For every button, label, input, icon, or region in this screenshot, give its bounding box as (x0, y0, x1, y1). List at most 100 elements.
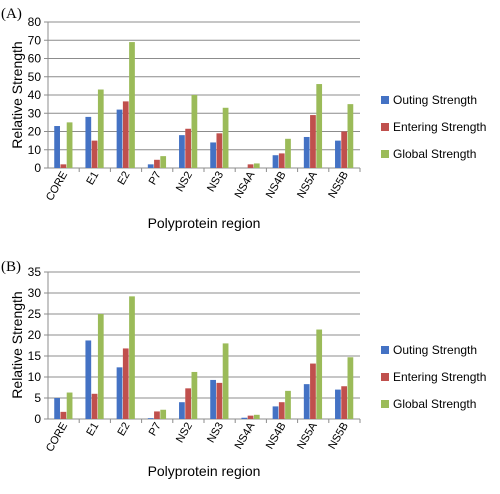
legend-label: Global Strength (393, 397, 476, 411)
bar-global-strength-ns5b (347, 104, 354, 168)
x-category-label: E2 (115, 421, 132, 439)
legend-swatch (381, 346, 389, 354)
bar-entering-strength-e1 (91, 140, 98, 168)
y-tick-label: 80 (28, 15, 42, 29)
y-tick-label: 25 (28, 307, 42, 321)
panel-label: (B) (1, 259, 21, 275)
bar-global-strength-ns5b (347, 357, 354, 419)
y-tick-label: 20 (28, 328, 42, 342)
bar-entering-strength-ns5b (341, 131, 348, 168)
bar-global-strength-ns4b (285, 390, 291, 419)
x-category-label: NS5A (295, 420, 320, 451)
bar-entering-strength-core (60, 164, 67, 168)
bar-entering-strength-ns5a (310, 115, 316, 168)
y-tick-label: 5 (34, 391, 41, 405)
y-tick-label: 20 (28, 125, 42, 139)
bar-outing-strength-p7 (147, 418, 154, 419)
y-axis-title: Relative Strength (9, 41, 25, 148)
bar-outing-strength-ns2 (179, 135, 185, 168)
legend-label: Outing Strength (393, 93, 477, 107)
y-tick-label: 40 (28, 88, 42, 102)
bar-entering-strength-ns4a (247, 164, 254, 168)
bar-entering-strength-e1 (91, 393, 98, 419)
y-tick-label: 0 (34, 412, 41, 426)
x-category-label: NS2 (174, 170, 195, 195)
bar-global-strength-ns3 (222, 107, 229, 168)
bar-entering-strength-e2 (122, 101, 129, 168)
legend-label: Global Strength (393, 147, 476, 161)
x-category-label: NS2 (174, 421, 195, 446)
bar-outing-strength-p7 (147, 164, 154, 168)
bar-outing-strength-ns4b (272, 406, 279, 419)
bar-global-strength-p7 (160, 409, 167, 419)
bar-entering-strength-ns4a (247, 415, 254, 419)
bar-entering-strength-ns2 (185, 128, 192, 168)
bar-outing-strength-core (54, 398, 60, 419)
bar-global-strength-ns2 (191, 371, 198, 419)
y-tick-label: 0 (34, 161, 41, 175)
x-category-label: P7 (147, 170, 164, 188)
y-tick-label: 10 (28, 143, 42, 157)
y-tick-label: 50 (28, 70, 42, 84)
bar-global-strength-ns2 (191, 95, 198, 168)
legend: Outing Strength Entering Strength Global S… (381, 93, 486, 161)
x-category-label: NS4A (233, 169, 258, 200)
x-category-label: E1 (84, 421, 101, 439)
bar-entering-strength-core (60, 411, 67, 419)
bar-global-strength-e2 (129, 296, 135, 419)
chart-panel-1: (B) 0 5 10 15 20 25 30 35 CORE E1 E2 P7 NS2 NS3 NS4A NS4… (1, 259, 486, 479)
bar-entering-strength-e2 (122, 348, 129, 419)
bar-outing-strength-ns3 (210, 379, 216, 419)
chart-panel-0: (A) 0 10 20 30 40 50 60 70 80 CORE E1 E2 P7 NS2 NS3 NS4A… (1, 6, 486, 231)
bar-outing-strength-ns5b (335, 140, 341, 168)
bar-outing-strength-ns2 (179, 402, 185, 419)
bar-global-strength-e1 (97, 89, 104, 168)
bar-global-strength-e2 (129, 42, 135, 169)
legend-swatch (381, 96, 389, 104)
panel-label: (A) (1, 6, 22, 22)
y-tick-label: 30 (28, 106, 42, 120)
x-category-label: NS4B (264, 170, 289, 201)
y-tick-label: 15 (28, 349, 42, 363)
y-axis-title: Relative Strength (9, 291, 25, 398)
bar-outing-strength-e1 (85, 340, 92, 419)
bar-global-strength-core (66, 122, 73, 168)
bar-outing-strength-ns3 (210, 142, 216, 168)
bar-outing-strength-ns5a (303, 136, 310, 168)
x-axis-title: Polyprotein region (148, 463, 261, 479)
bar-entering-strength-p7 (154, 159, 160, 168)
x-category-label: NS5B (326, 170, 351, 201)
bar-global-strength-ns5a (316, 84, 323, 168)
bar-global-strength-ns4a (253, 163, 260, 168)
bar-entering-strength-ns2 (185, 388, 192, 419)
bar-global-strength-ns4a (253, 414, 260, 419)
x-category-label: NS4A (233, 420, 258, 451)
x-category-label: CORE (44, 170, 70, 204)
x-category-label: CORE (44, 421, 70, 455)
bar-entering-strength-ns3 (216, 133, 223, 168)
bar-entering-strength-ns5a (310, 363, 316, 419)
bar-entering-strength-ns4b (278, 402, 285, 419)
x-category-label: E1 (84, 170, 101, 188)
x-category-label: P7 (147, 421, 164, 439)
legend-label: Outing Strength (393, 343, 477, 357)
x-category-label: NS5A (295, 169, 320, 200)
x-category-label: E2 (115, 170, 132, 188)
legend: Outing Strength Entering Strength Global S… (381, 343, 486, 411)
bar-global-strength-ns4b (285, 138, 291, 168)
bar-global-strength-ns5a (316, 329, 323, 419)
x-category-label: NS4B (264, 421, 289, 452)
bar-global-strength-core (66, 392, 73, 419)
bar-entering-strength-ns5b (341, 386, 348, 419)
bar-global-strength-ns3 (222, 343, 229, 419)
y-tick-label: 60 (28, 52, 42, 66)
legend-swatch (381, 123, 389, 131)
legend-swatch (381, 150, 389, 158)
bar-global-strength-e1 (97, 314, 104, 419)
legend-label: Entering Strength (393, 370, 486, 384)
bar-outing-strength-ns4b (272, 155, 279, 168)
legend-swatch (381, 400, 389, 408)
x-category-label: NS3 (205, 421, 226, 446)
bar-outing-strength-ns5b (335, 389, 341, 419)
